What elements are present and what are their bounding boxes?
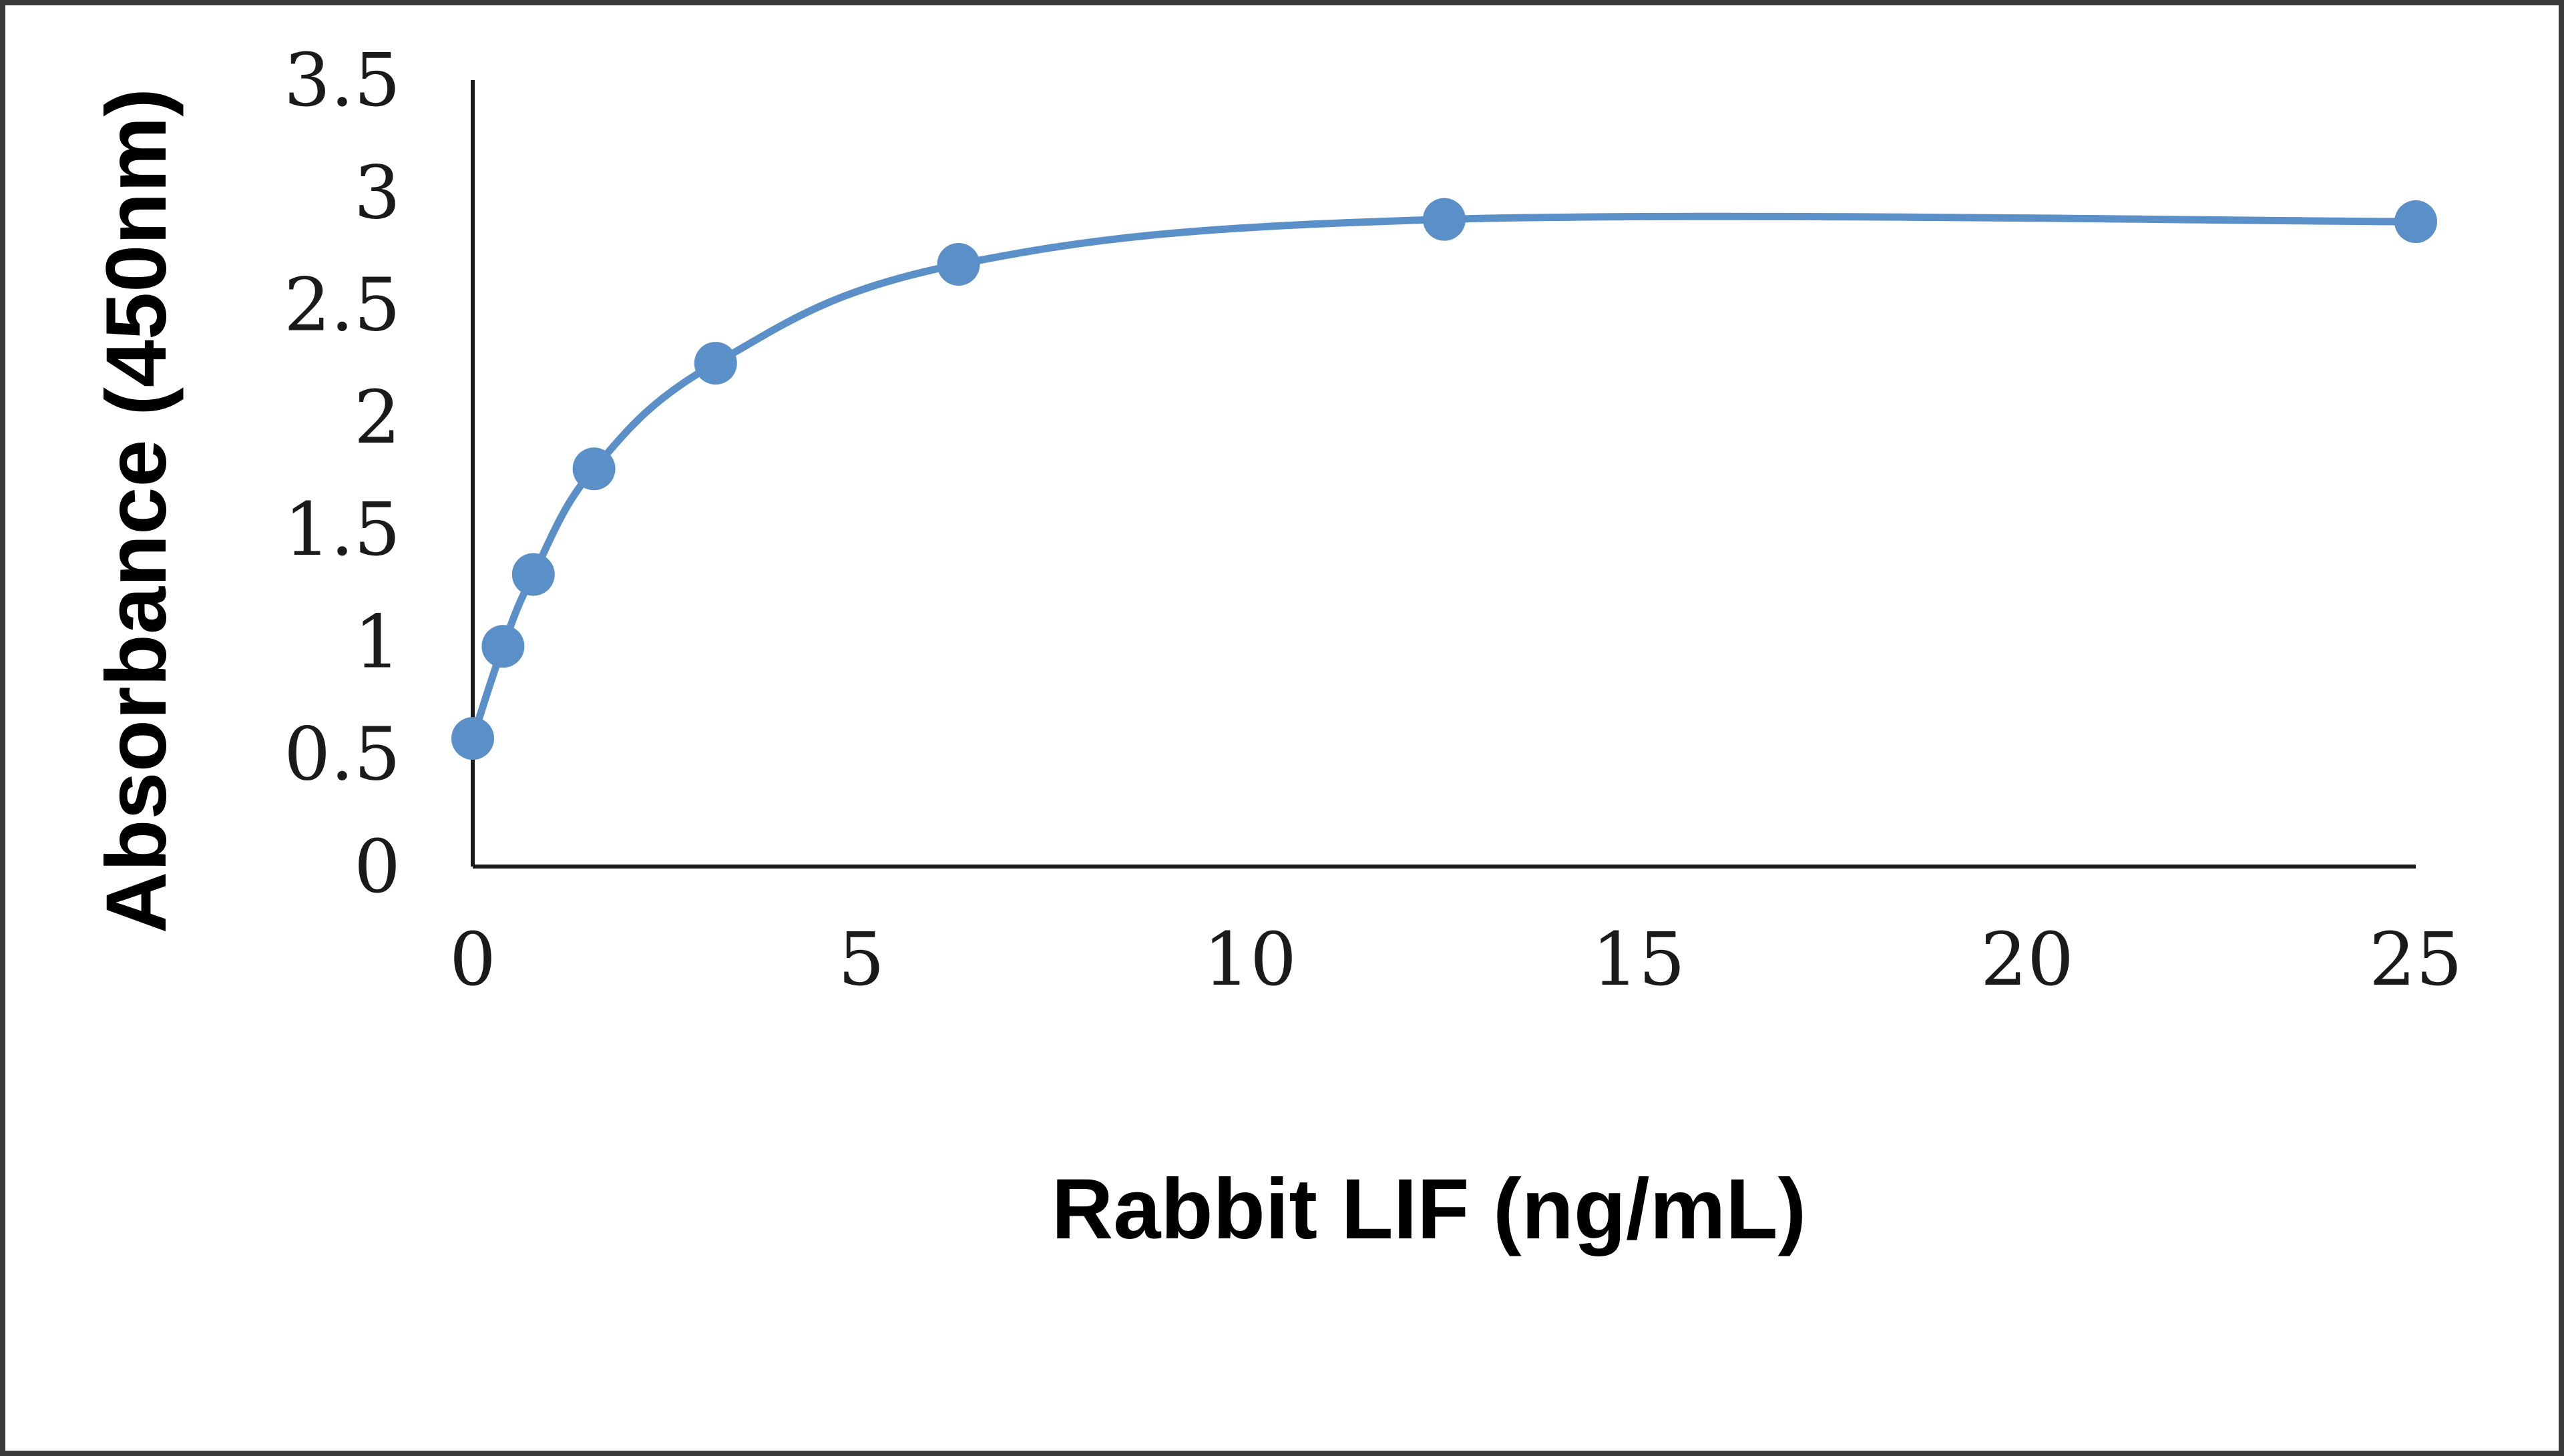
y-tick-label: 1.5 — [284, 487, 401, 572]
x-tick-label: 5 — [838, 917, 885, 1002]
series-curve — [469, 212, 2420, 742]
y-tick-label: 0 — [354, 824, 401, 909]
y-tick-label: 3 — [354, 150, 401, 235]
x-tick-label: 25 — [2369, 917, 2463, 1002]
x-axis-ticks: 0 5 10 15 20 25 — [449, 917, 2463, 1002]
y-tick-label: 1 — [354, 599, 401, 684]
x-tick-label: 0 — [449, 917, 496, 1002]
data-point — [451, 717, 494, 760]
y-axis-ticks: 0 0.5 1 1.5 2 2.5 3 3.5 — [284, 37, 401, 909]
data-point — [1423, 198, 1466, 241]
data-point — [694, 342, 737, 385]
data-point — [937, 242, 980, 286]
x-tick-label: 20 — [1980, 917, 2074, 1002]
data-point — [2394, 200, 2437, 244]
x-axis-title: Rabbit LIF (ng/mL) — [1052, 1162, 1806, 1257]
data-point — [481, 625, 525, 668]
y-tick-label: 2 — [354, 375, 401, 460]
y-tick-label: 2.5 — [284, 262, 401, 348]
data-point — [572, 447, 616, 491]
y-axis-title: Absorbance (450nm) — [89, 88, 184, 933]
y-tick-label: 0.5 — [284, 712, 401, 797]
y-tick-label: 3.5 — [284, 37, 401, 123]
x-tick-label: 15 — [1592, 917, 1685, 1002]
data-points — [451, 198, 2437, 760]
x-tick-label: 10 — [1203, 917, 1297, 1002]
data-point — [511, 553, 555, 596]
